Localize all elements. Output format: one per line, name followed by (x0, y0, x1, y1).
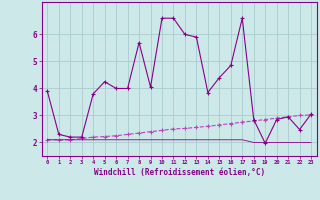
X-axis label: Windchill (Refroidissement éolien,°C): Windchill (Refroidissement éolien,°C) (94, 168, 265, 177)
